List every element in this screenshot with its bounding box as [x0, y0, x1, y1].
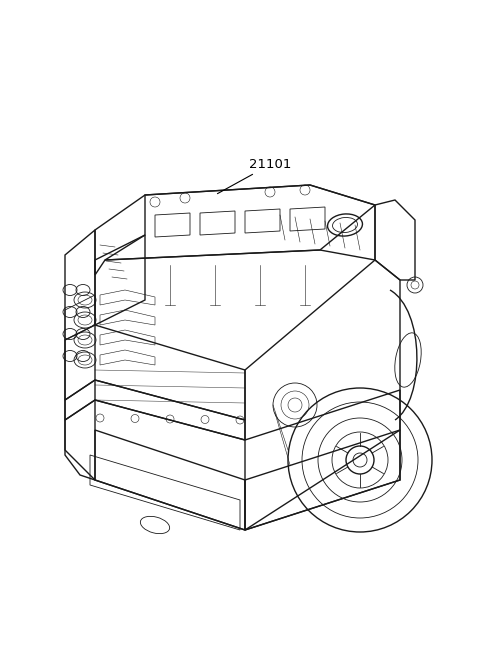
Text: 21101: 21101 [249, 159, 291, 171]
